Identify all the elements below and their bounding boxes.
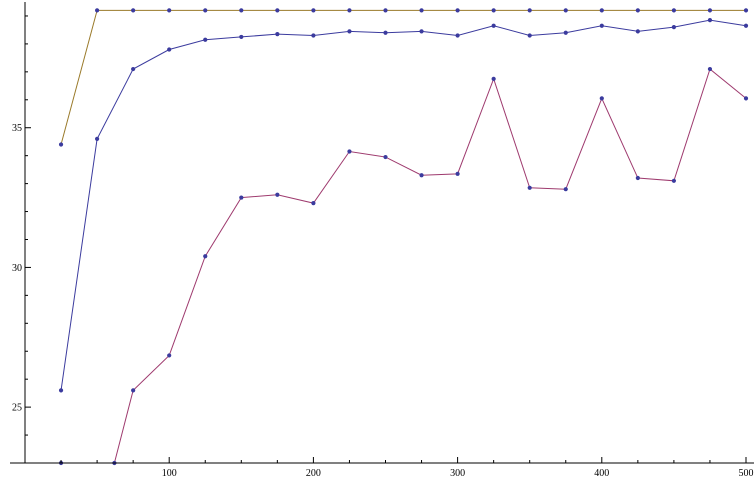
x-tick-label: 500 [739, 468, 754, 479]
series-2-point [131, 67, 135, 71]
series-2-point [383, 31, 387, 35]
x-tick-label: 300 [450, 468, 465, 479]
series-3-point [131, 388, 135, 392]
y-tick-label: 25 [12, 403, 22, 414]
series-3-point [419, 173, 423, 177]
series-3-point [744, 96, 748, 100]
series-1-point [203, 8, 207, 12]
series-1-point [95, 8, 99, 12]
series-3-point [456, 172, 460, 176]
series-1-point [600, 8, 604, 12]
series-3-point [203, 254, 207, 258]
series-2-point [636, 29, 640, 33]
series-2-line [61, 20, 746, 390]
series-1-point [492, 8, 496, 12]
series-2 [59, 18, 748, 392]
series-1-point [528, 8, 532, 12]
series-1 [59, 8, 748, 146]
series-3-point [347, 149, 351, 153]
series-2-point [239, 35, 243, 39]
series-2-point [419, 29, 423, 33]
series-3-point [167, 353, 171, 357]
series-3 [59, 67, 748, 465]
series-2-point [311, 33, 315, 37]
series-1-point [744, 8, 748, 12]
series-3-point [528, 186, 532, 190]
series-1-point [311, 8, 315, 12]
x-tick-label: 100 [162, 468, 177, 479]
series-layer [59, 8, 748, 465]
series-3-point [564, 187, 568, 191]
series-1-point [275, 8, 279, 12]
series-3-point [672, 179, 676, 183]
series-1-point [59, 142, 63, 146]
series-2-point [95, 137, 99, 141]
series-2-point [528, 33, 532, 37]
y-tick-label: 35 [12, 123, 22, 134]
series-1-point [347, 8, 351, 12]
series-1-point [167, 8, 171, 12]
series-3-point [636, 176, 640, 180]
series-1-point [419, 8, 423, 12]
x-tick-label: 400 [594, 468, 609, 479]
series-2-point [708, 18, 712, 22]
x-tick-label: 200 [306, 468, 321, 479]
series-1-point [239, 8, 243, 12]
series-1-point [131, 8, 135, 12]
series-1-point [456, 8, 460, 12]
series-2-point [203, 38, 207, 42]
series-3-point [239, 195, 243, 199]
series-2-point [492, 24, 496, 28]
series-2-point [600, 24, 604, 28]
series-1-point [383, 8, 387, 12]
series-1-point [564, 8, 568, 12]
series-3-point [708, 67, 712, 71]
series-3-point [492, 77, 496, 81]
series-3-point [275, 193, 279, 197]
series-2-point [564, 31, 568, 35]
axis-layer [10, 2, 754, 463]
series-1-point [636, 8, 640, 12]
series-2-point [347, 29, 351, 33]
series-1-point [672, 8, 676, 12]
series-3-point [383, 155, 387, 159]
series-2-point [59, 388, 63, 392]
series-2-point [456, 33, 460, 37]
series-2-point [167, 47, 171, 51]
series-3-point [600, 96, 604, 100]
y-tick-label: 30 [12, 263, 22, 274]
series-2-point [744, 24, 748, 28]
series-2-point [275, 32, 279, 36]
tick-layer: 100 200 300 400 500 25 30 35 [12, 16, 754, 479]
series-3-line [61, 69, 746, 463]
series-3-point [311, 201, 315, 205]
series-2-point [672, 25, 676, 29]
series-1-point [708, 8, 712, 12]
